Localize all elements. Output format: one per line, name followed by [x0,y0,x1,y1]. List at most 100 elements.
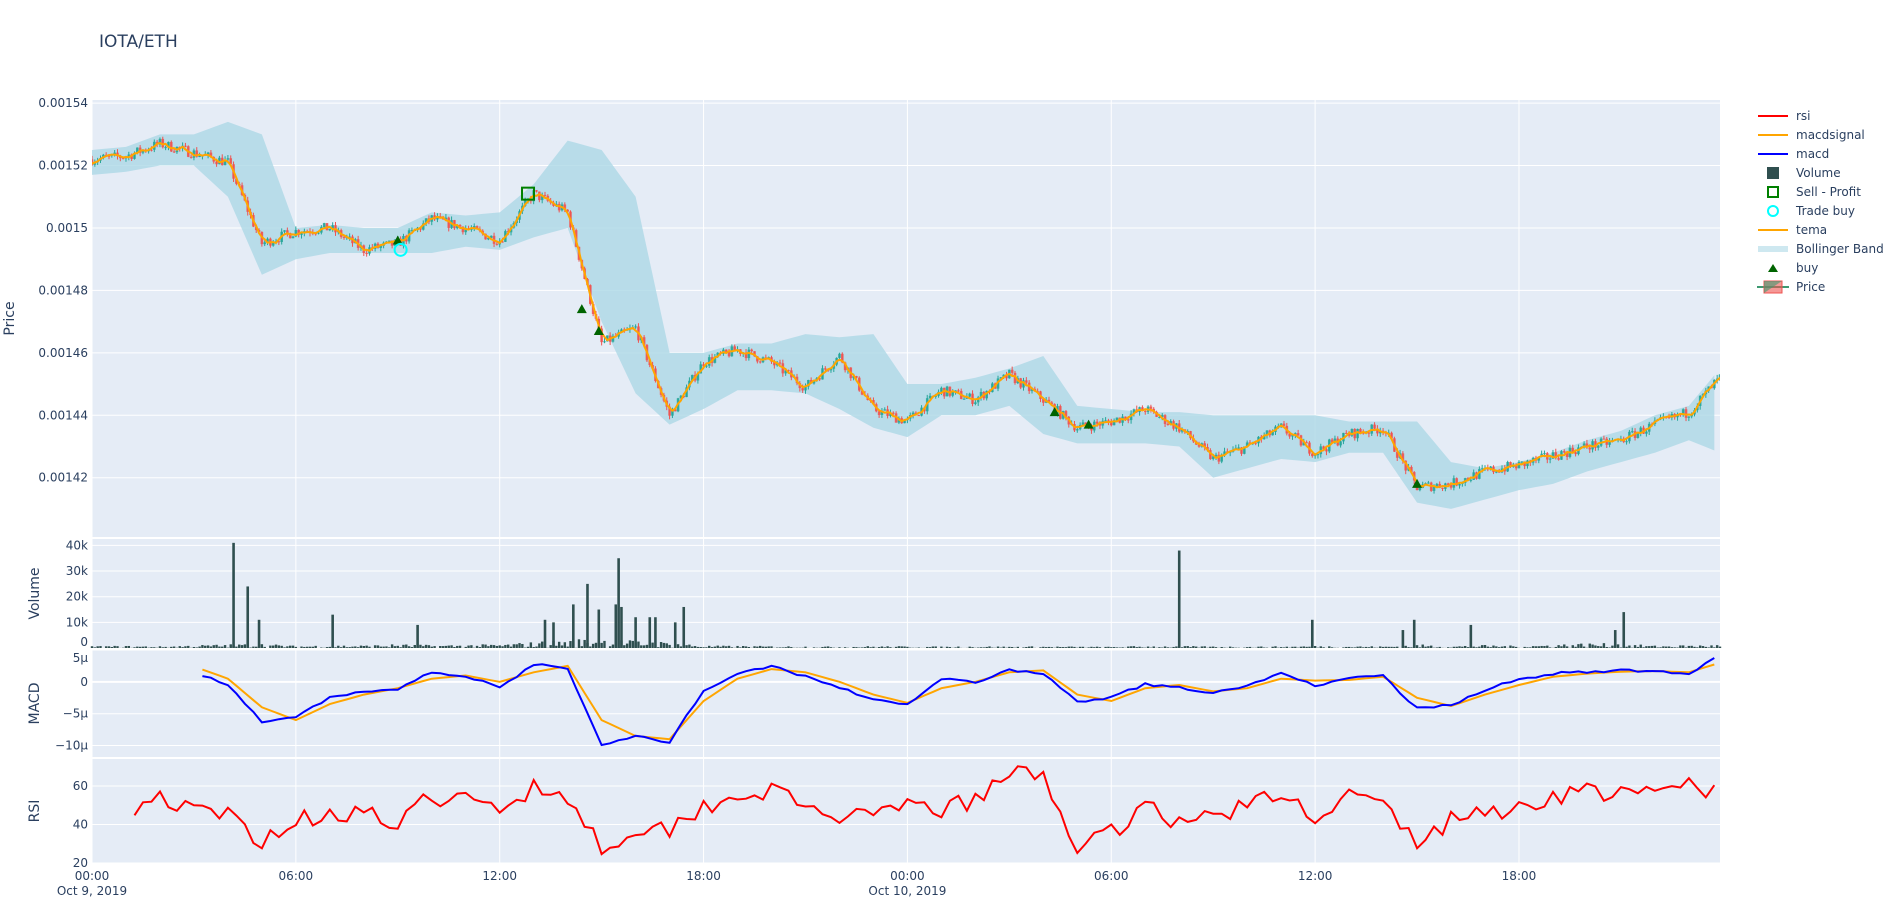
candle [1115,417,1119,421]
volume-bar [597,609,601,648]
candle [705,365,708,367]
volume-bar [906,646,909,648]
candle [283,230,286,232]
volume-bar [1010,647,1014,648]
volume-bar [1639,644,1642,648]
volume-bar [419,644,422,648]
x-tick-label: 00:00 [75,869,110,883]
candle [209,152,213,158]
legend-item-price[interactable]: Price [1756,277,1884,296]
candle [1718,374,1720,379]
line-icon [1756,128,1790,142]
candle [860,390,864,395]
volume-bar [761,646,765,648]
volume-bar [552,622,555,648]
volume-bar [722,645,725,648]
legend-item-macd[interactable]: macd [1756,144,1884,163]
panel-bg-rsi [92,759,1720,863]
legend-item-bollinger-band[interactable]: Bollinger Band [1756,239,1884,258]
legend-item-macdsignal[interactable]: macdsignal [1756,125,1884,144]
volume-bar [334,647,337,648]
candle [1166,424,1170,426]
volume-bar [1112,647,1116,648]
volume-bar [405,644,408,648]
legend-item-sell-profit[interactable]: Sell - Profit [1756,182,1884,201]
legend-item-rsi[interactable]: rsi [1756,106,1884,125]
legend-label: Bollinger Band [1796,241,1884,256]
candle [543,194,547,196]
volume-bar [614,604,618,648]
legend-item-trade-buy[interactable]: Trade buy [1756,201,1884,220]
volume-bar [1616,644,1620,648]
volume-bar [492,645,496,648]
y-axis-title: RSI [27,800,43,823]
candle [1104,420,1107,422]
candle [1262,435,1266,440]
volume-bar [900,646,903,648]
volume-bar [1008,646,1011,648]
candle [707,357,711,366]
volume-bar [1480,645,1484,648]
candle [1452,478,1456,488]
volume-bar [161,647,164,648]
volume-bar [1512,646,1515,648]
legend-label: Volume [1796,165,1841,180]
candle [1390,432,1393,439]
volume-bar [608,646,612,648]
candle [136,147,139,153]
candle [951,391,955,396]
volume-bar [1282,647,1286,648]
volume-bar [1192,646,1195,648]
volume-bar [526,646,530,648]
volume-bar [948,647,952,648]
candle [1432,486,1436,491]
volume-bar [96,646,99,648]
volume-bar [1310,619,1314,648]
volume-bar [620,606,623,648]
volume-bar [926,646,929,648]
volume-bar [410,647,414,648]
volume-bar [1489,647,1492,648]
volume-bar [1514,646,1518,648]
candle [620,329,623,333]
legend-item-buy[interactable]: buy [1756,258,1884,277]
legend-item-tema[interactable]: tema [1756,220,1884,239]
volume-bar [209,646,213,648]
candle [1025,380,1028,383]
volume-bar [331,614,334,648]
volume-bar [1209,646,1212,648]
candle [1395,451,1399,458]
candle [1197,444,1201,447]
candle [1325,449,1328,452]
candle [957,390,960,392]
circle-open-icon [1756,204,1790,218]
volume-bar [1628,645,1631,648]
legend-label: buy [1796,260,1819,275]
candle [286,230,289,234]
y-tick-label: 5µ [73,651,89,665]
y-tick-label: 0.00148 [38,283,88,297]
volume-bar [770,646,773,648]
candle [948,386,952,396]
volume-bar [1463,646,1467,648]
volume-bar [481,644,484,648]
y-tick-label: 0 [80,675,88,689]
volume-bar [246,586,250,648]
y-tick-label: 0.00154 [38,96,88,110]
candle [1271,432,1274,436]
volume-bar [679,646,683,648]
candle [1160,415,1164,417]
panel-bg-volume [92,539,1720,648]
volume-bar [555,645,558,648]
volume-bar [654,617,657,648]
volume-bar [1163,646,1167,648]
volume-bar [1698,645,1702,648]
volume-bar [1483,645,1487,648]
volume-bar [144,646,147,648]
legend-item-volume[interactable]: Volume [1756,163,1884,182]
volume-bar [215,644,218,648]
volume-bar [1588,643,1591,648]
candle [489,235,493,238]
candle [1098,423,1102,426]
candle [1095,421,1099,424]
